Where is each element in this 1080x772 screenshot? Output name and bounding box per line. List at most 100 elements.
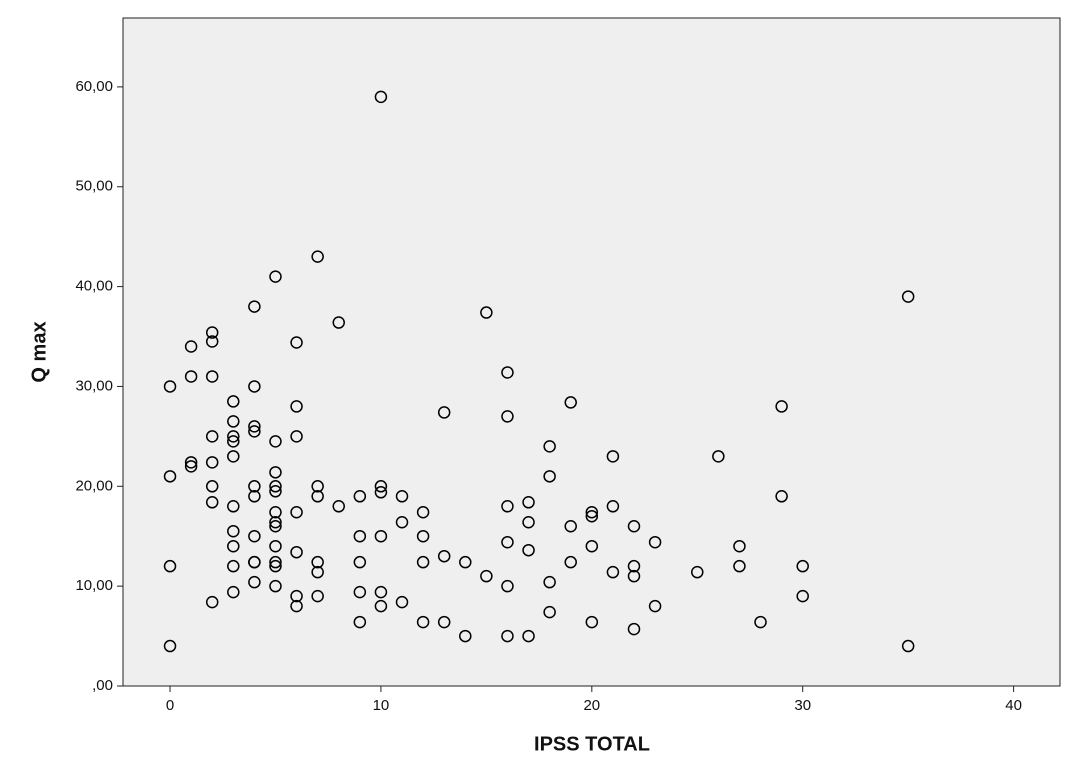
point [227,430,240,443]
point [501,410,514,423]
point [269,480,282,493]
point [227,524,240,538]
point [248,529,261,543]
point [290,599,303,613]
point [585,510,599,523]
point [290,506,303,519]
point [564,555,577,569]
point [606,500,620,513]
point [459,555,472,569]
point [269,515,282,529]
point [311,490,324,503]
point [522,543,535,557]
y-tick-label: 40,00 [75,278,113,295]
point [437,406,451,419]
point [775,490,788,503]
point [311,565,324,579]
point [353,585,367,599]
point [395,595,409,609]
point [269,555,282,569]
point [585,539,599,553]
point [522,496,535,509]
point [205,326,219,339]
point [585,506,599,519]
point [543,440,556,453]
point [480,306,493,319]
point [374,486,388,499]
y-tick-label: 60,00 [75,78,113,95]
point [416,529,430,543]
point [163,470,177,483]
y-tick-label: 30,00 [75,377,113,394]
y-tick-label: ,00 [92,677,113,694]
point [184,370,198,383]
point [269,559,282,573]
x-tick-label: 0 [166,697,174,714]
point [606,450,620,463]
point [585,615,599,629]
plot-area [122,17,1061,687]
point [501,500,514,513]
point [227,395,240,408]
x-axis-title: IPSS TOTAL [534,733,650,755]
point [543,470,556,483]
x-tick-label: 10 [373,697,390,714]
point [501,579,514,593]
point [416,555,430,569]
point [248,480,261,493]
point [248,300,261,313]
point [269,466,282,479]
point [227,450,240,463]
point [901,639,915,653]
point [437,615,451,629]
point [227,415,240,428]
point [163,380,177,393]
point [501,629,514,643]
point [564,519,577,533]
point [227,435,240,448]
point [691,565,704,579]
point [227,559,240,573]
point [205,496,219,509]
point [290,336,303,349]
point [163,639,177,653]
point [311,589,324,603]
y-tick-label: 20,00 [75,477,113,494]
point [248,420,261,433]
point [332,316,345,329]
point [248,575,261,589]
point [627,559,641,573]
point [353,529,367,543]
point [269,435,282,448]
point [374,480,388,493]
point [290,545,303,559]
point [269,506,282,519]
point [184,340,198,353]
point [248,555,261,569]
point [205,370,219,383]
point [311,555,324,569]
point [290,400,303,413]
point [733,539,746,553]
point [227,539,240,553]
point [269,270,282,283]
point [374,529,388,543]
point [522,515,535,529]
point [353,555,367,569]
point [353,615,367,629]
point [437,549,451,563]
point [205,595,219,609]
point [712,450,725,463]
point [733,559,746,573]
point [627,569,641,583]
point [248,490,261,503]
y-tick-label: 50,00 [75,178,113,195]
point [353,490,367,503]
point [227,585,240,599]
point [775,400,788,413]
point [269,579,282,593]
point [564,396,577,409]
point [374,585,388,599]
point [796,559,809,573]
point [395,515,409,529]
